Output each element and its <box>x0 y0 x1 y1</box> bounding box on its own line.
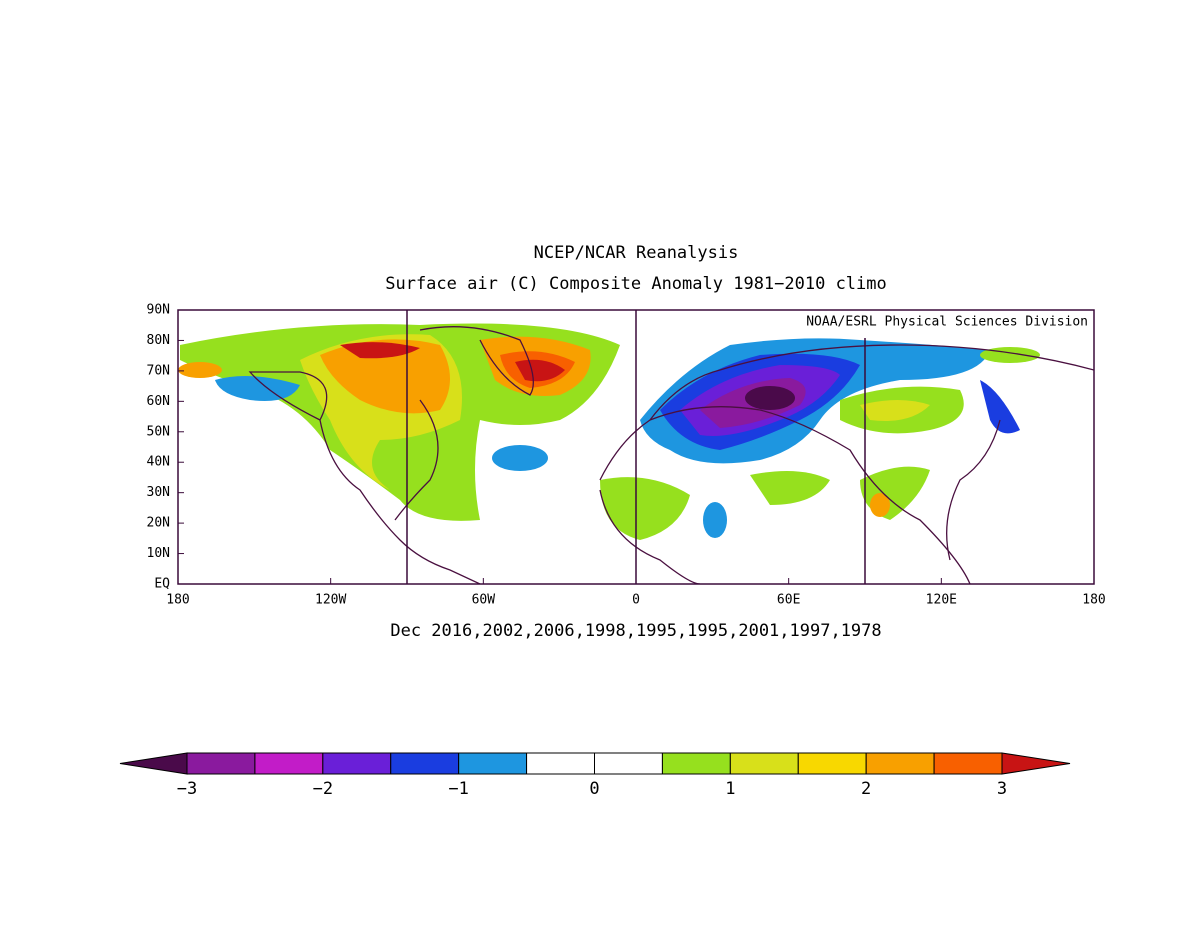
anomaly-field <box>178 323 1040 540</box>
colorbar-box <box>594 752 663 775</box>
coastlines <box>248 326 1094 584</box>
credit: NOAA/ESRL Physical Sciences Division <box>806 315 1088 330</box>
colorbar-label: 0 <box>589 779 599 799</box>
meridians <box>406 310 866 584</box>
colorbar-box <box>933 752 1003 775</box>
lat-label: EQ <box>154 577 170 592</box>
colorbar-box <box>797 752 867 775</box>
lon-label: 180 <box>1082 593 1105 608</box>
lon-label: 120E <box>926 593 957 608</box>
lat-label: 30N <box>147 485 170 500</box>
credit-box <box>760 312 1092 332</box>
lat-label: 60N <box>147 394 170 409</box>
colorbar-box <box>526 752 595 775</box>
colorbar-label: −3 <box>177 779 197 799</box>
colorbar-label: −2 <box>313 779 333 799</box>
lon-label: 120W <box>315 593 346 608</box>
lat-label: 50N <box>147 424 170 439</box>
lat-label: 70N <box>147 363 170 378</box>
colorbar-box <box>661 752 731 775</box>
lat-label: 90N <box>147 303 170 318</box>
colorbar-label: 2 <box>861 779 871 799</box>
colorbar-label: 3 <box>997 779 1007 799</box>
lon-label: 60E <box>777 593 800 608</box>
lat-label: 80N <box>147 333 170 348</box>
lat-label: 40N <box>147 455 170 470</box>
colorbar-box <box>458 752 528 775</box>
caption: Dec 2016,2002,2006,1998,1995,1995,2001,1… <box>390 621 881 641</box>
lon-label: 60W <box>472 593 496 608</box>
colorbar-label: −1 <box>448 779 468 799</box>
title: NCEP/NCAR Reanalysis <box>534 243 739 263</box>
lon-label: 180 <box>166 593 189 608</box>
colorbar-box <box>865 752 935 775</box>
lat-label: 20N <box>147 516 170 531</box>
colorbar-box <box>729 752 799 775</box>
colorbar-box <box>322 752 392 775</box>
colorbar-box <box>186 752 256 775</box>
colorbar-box <box>390 752 460 775</box>
lat-label: 10N <box>147 546 170 561</box>
colorbar-box <box>254 752 324 775</box>
subtitle: Surface air (C) Composite Anomaly 1981−2… <box>385 274 887 294</box>
colorbar-label: 1 <box>725 779 735 799</box>
lon-label: 0 <box>632 593 640 608</box>
